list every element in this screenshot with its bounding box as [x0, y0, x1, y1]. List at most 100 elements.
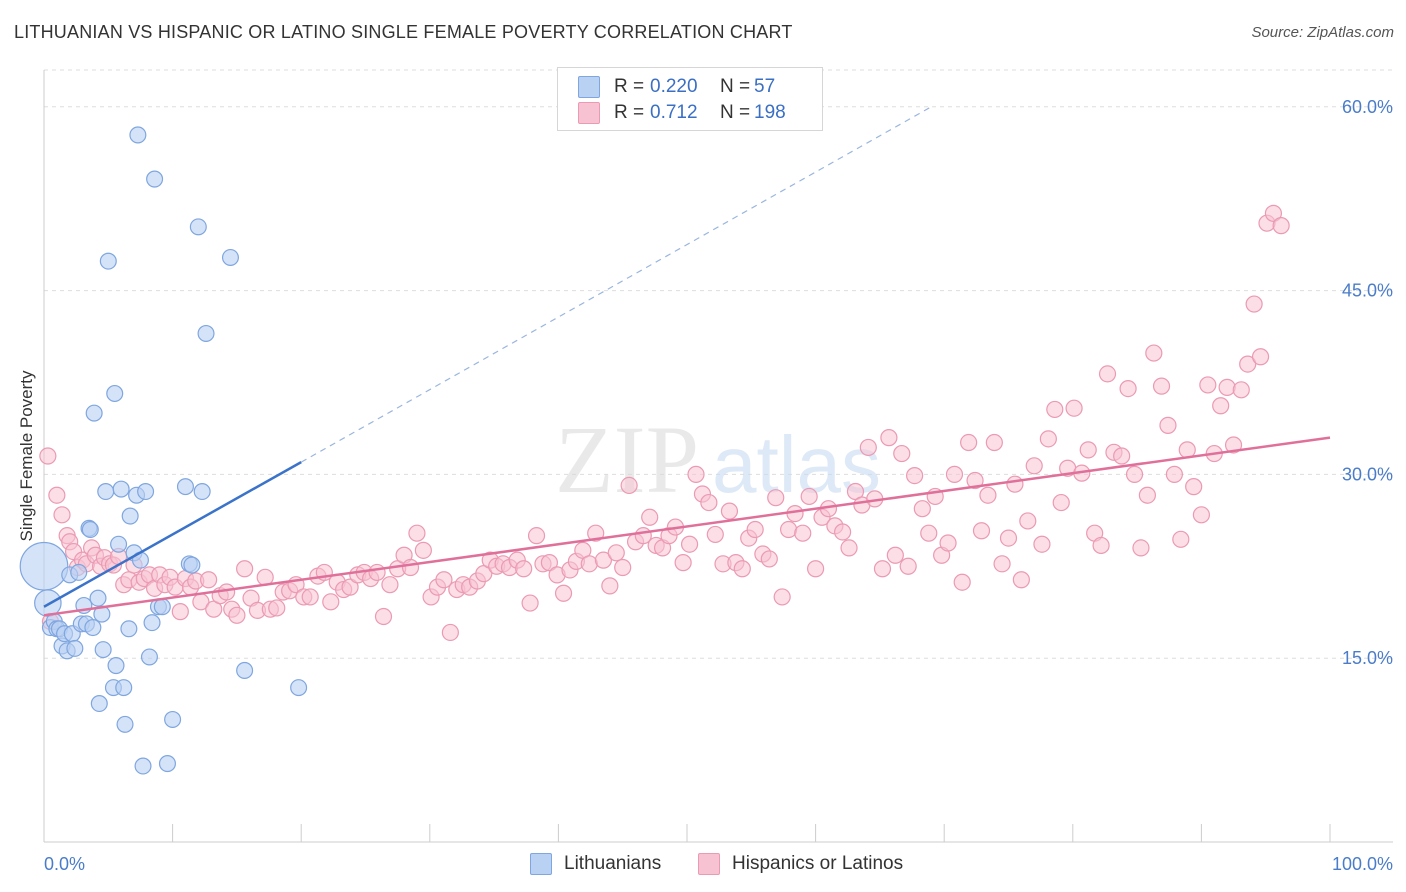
- lithuanian-point: [110, 535, 128, 553]
- lithuanian-point: [137, 483, 155, 501]
- hispanic-point: [1152, 377, 1171, 395]
- legend-n-value: 57: [754, 76, 776, 97]
- hispanic-point: [1025, 457, 1043, 475]
- lithuanian-points: [19, 126, 308, 775]
- lithuanian-point: [70, 563, 88, 581]
- watermark-zip: ZIP: [555, 406, 699, 513]
- legend-r-label: R =: [614, 76, 645, 97]
- lithuanian-point: [221, 248, 239, 267]
- hispanic-point: [960, 433, 978, 452]
- hispanic-point: [1251, 348, 1270, 366]
- lithuanian-point: [115, 679, 133, 697]
- hispanic-point: [268, 599, 286, 617]
- hispanic-point: [794, 524, 812, 542]
- hispanic-point: [873, 560, 892, 578]
- hispanic-point: [999, 529, 1018, 547]
- lithuanian-point: [85, 404, 103, 422]
- hispanic-point: [1172, 530, 1190, 548]
- bottom-legend-swatch-blue: [530, 853, 552, 875]
- lithuanian-point: [84, 619, 102, 637]
- lithuanian-point: [90, 695, 108, 713]
- hispanic-point: [953, 573, 971, 591]
- hispanic-point: [1165, 465, 1183, 483]
- hispanic-point: [706, 525, 724, 544]
- hispanic-point: [1012, 571, 1030, 589]
- hispanic-point: [401, 558, 420, 577]
- hispanic-point: [993, 555, 1011, 573]
- hispanic-point: [614, 558, 632, 577]
- hispanic-point: [228, 606, 246, 624]
- hispanic-point: [773, 588, 791, 606]
- x-tick-label-max: 100.0%: [1332, 854, 1393, 874]
- hispanic-point: [554, 584, 573, 602]
- hispanic-point: [1079, 441, 1097, 459]
- hispanic-point: [674, 554, 692, 572]
- bottom-legend-lithuanians: Lithuanians: [530, 851, 661, 877]
- lithuanian-point: [94, 641, 112, 659]
- legend-n-label: N =: [720, 102, 751, 123]
- hispanic-point: [1046, 400, 1064, 419]
- legend-r-label: R =: [614, 102, 645, 123]
- lithuanian-point: [290, 679, 308, 697]
- hispanic-point: [746, 520, 764, 539]
- lithuanian-point: [97, 483, 115, 501]
- hispanic-point: [687, 465, 705, 483]
- lithuanian-point: [197, 324, 215, 342]
- hispanic-point: [1065, 399, 1083, 417]
- hispanic-point: [1212, 397, 1230, 415]
- hispanic-point: [1245, 295, 1263, 313]
- lithuanian-point: [176, 478, 194, 496]
- legend-row-lithuanians: R = 0.220 N = 57: [578, 74, 775, 100]
- y-tick-label: 30.0%: [1342, 464, 1393, 484]
- hispanic-point: [760, 550, 778, 568]
- hispanic-point: [641, 508, 659, 526]
- lithuanian-point: [158, 755, 176, 773]
- hispanic-point: [1039, 430, 1057, 448]
- hispanic-point: [1199, 376, 1217, 394]
- hispanic-point: [601, 577, 619, 595]
- hispanic-point: [1232, 381, 1250, 399]
- hispanic-point: [700, 493, 718, 512]
- hispanic-point: [880, 429, 898, 447]
- hispanic-point: [341, 578, 359, 596]
- lithuanian-point: [116, 715, 134, 733]
- hispanic-point: [1113, 447, 1131, 465]
- hispanic-point: [236, 560, 254, 578]
- hispanic-point: [1185, 478, 1203, 496]
- hispanic-point: [1125, 465, 1144, 483]
- bottom-legend-label: Lithuanians: [564, 853, 662, 874]
- hispanic-point: [920, 524, 938, 542]
- hispanic-point: [1033, 535, 1051, 553]
- hispanic-point: [515, 560, 533, 578]
- y-tick-label: 60.0%: [1342, 97, 1393, 117]
- hispanic-point: [1192, 506, 1211, 524]
- hispanic-point: [301, 588, 319, 606]
- trend-lines: [43, 106, 1331, 617]
- watermark: ZIP atlas: [555, 406, 881, 513]
- bottom-legend-hispanics: Hispanics or Latinos: [698, 851, 903, 877]
- lithuanian-point: [189, 218, 207, 236]
- hispanic-point: [1138, 486, 1156, 504]
- hispanic-point: [1132, 539, 1150, 557]
- lithuanian-point: [99, 252, 117, 270]
- lithuanian-trend-line: [43, 461, 302, 608]
- hispanic-point: [945, 465, 964, 483]
- hispanic-point: [800, 487, 818, 506]
- x-tick-label-min: 0.0%: [44, 854, 85, 874]
- hispanic-point: [1239, 355, 1257, 373]
- hispanic-point: [1119, 380, 1137, 398]
- hispanic-point: [322, 593, 340, 611]
- hispanic-point: [48, 486, 66, 504]
- hispanic-point: [1159, 416, 1177, 434]
- y-axis-title: Single Female Poverty: [17, 370, 36, 542]
- hispanic-point: [1092, 536, 1110, 555]
- legend-r-value: 0.712: [650, 102, 698, 123]
- hispanic-point: [1006, 475, 1024, 493]
- bottom-legend-swatch-pink: [698, 853, 720, 875]
- legend-r-value: 0.220: [650, 76, 698, 97]
- legend-swatch-pink: [578, 102, 600, 124]
- hispanic-point: [587, 524, 605, 542]
- legend-row-hispanics: R = 0.712 N = 198: [578, 100, 786, 126]
- hispanic-point: [200, 571, 218, 589]
- hispanic-point: [171, 603, 189, 621]
